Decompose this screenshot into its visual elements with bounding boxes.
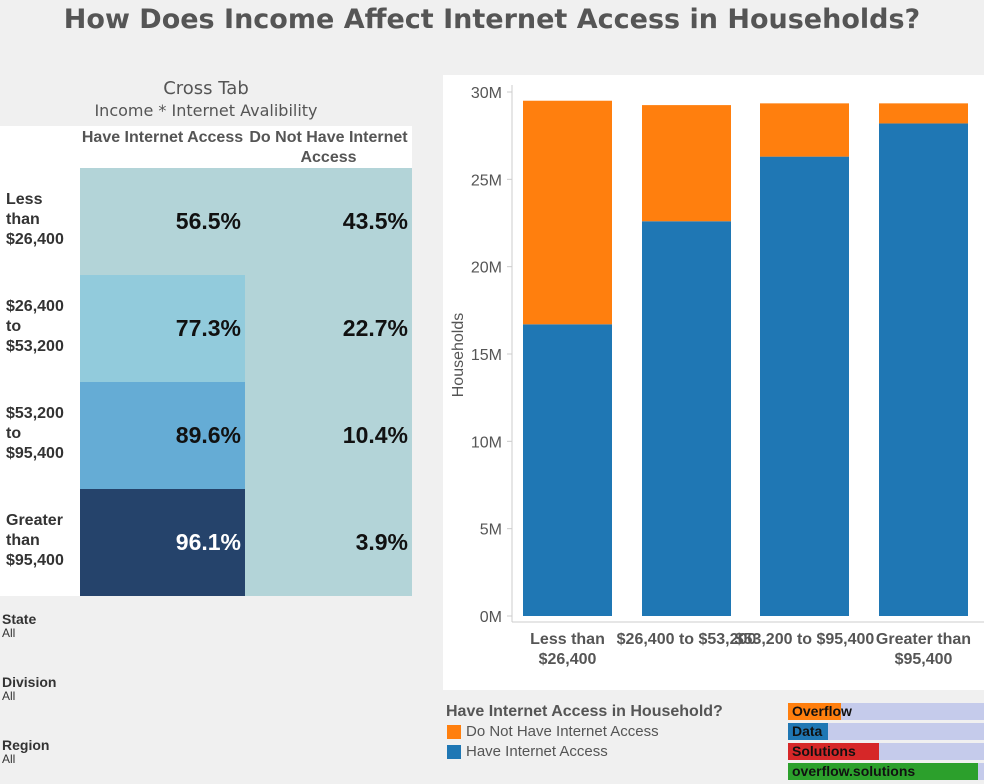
col-header-have: Have Internet Access — [81, 129, 244, 146]
cell-have: 96.1% — [80, 489, 245, 596]
cell-not: 22.7% — [245, 275, 412, 382]
filter-value[interactable]: All — [2, 689, 16, 703]
y-tick-label: 25M — [471, 172, 502, 189]
cell-have: 77.3% — [80, 275, 245, 382]
cell-have: 89.6% — [80, 382, 245, 489]
crosstab-title: Cross Tab — [163, 78, 249, 99]
bar-have-internet-access[interactable] — [879, 123, 968, 616]
y-tick-label: 0M — [480, 609, 502, 626]
cell-not: 43.5% — [245, 168, 412, 275]
legend-label-not[interactable]: Do Not Have Internet Access — [466, 723, 659, 740]
watermark-bar: Solutions — [788, 743, 880, 760]
watermark-bar: overflow.solutions — [788, 763, 978, 780]
bar-do-not-have-internet-access[interactable] — [523, 100, 612, 325]
x-tick-label: Greater than $95,400 — [876, 631, 971, 668]
row-label: Greater than $95,400 — [6, 512, 64, 569]
page-title: How Does Income Affect Internet Access i… — [63, 4, 921, 35]
y-tick-label: 5M — [480, 522, 502, 539]
bar-do-not-have-internet-access[interactable] — [879, 103, 968, 124]
x-tick-label: Less than $26,400 — [530, 631, 605, 668]
row-label: $26,400 to $53,200 — [6, 298, 64, 355]
filter-label: Region — [2, 737, 50, 753]
watermark-track — [788, 723, 984, 740]
bar-have-internet-access[interactable] — [642, 221, 731, 616]
filter-label: State — [2, 611, 37, 627]
legend-swatch-have — [447, 745, 461, 759]
bar-do-not-have-internet-access[interactable] — [760, 103, 849, 157]
bar-do-not-have-internet-access[interactable] — [642, 105, 731, 222]
watermark-bar: Overflow — [788, 703, 852, 720]
x-tick-label: $53,200 to $95,400 — [735, 631, 875, 648]
x-tick-label: $26,400 to $53,200 — [617, 631, 757, 648]
y-tick-label: 10M — [471, 434, 502, 451]
y-tick-label: 15M — [471, 347, 502, 364]
cell-have: 56.5% — [80, 168, 245, 275]
cell-not: 3.9% — [245, 489, 412, 596]
bar-chart: 0M 5M 10M 15M 20M 25M 30M Households Less than $2… — [450, 85, 984, 668]
row-label: $53,200 to $95,400 — [6, 405, 64, 462]
cell-not: 10.4% — [245, 382, 412, 489]
filter-label: Division — [2, 674, 57, 690]
bar-have-internet-access[interactable] — [523, 324, 612, 616]
watermark-bar: Data — [788, 723, 828, 740]
legend-swatch-not — [447, 725, 461, 739]
bar-have-internet-access[interactable] — [760, 156, 849, 617]
y-axis-label: Households — [450, 313, 467, 398]
filter-value[interactable]: All — [2, 626, 16, 640]
chart-panel: 0M 5M 10M 15M 20M 25M 30M Households Less than $2… — [443, 75, 984, 690]
legend-title: Have Internet Access in Household? — [446, 703, 723, 720]
col-header-not: Do Not Have Internet Access — [249, 129, 408, 166]
crosstab-subtitle: Income * Internet Avalibility — [94, 101, 318, 120]
row-label: Less than $26,400 — [6, 191, 64, 248]
legend-label-have[interactable]: Have Internet Access — [466, 743, 608, 760]
y-tick-label: 30M — [471, 85, 502, 102]
crosstab-header — [0, 126, 412, 168]
y-tick-label: 20M — [471, 260, 502, 277]
filter-value[interactable]: All — [2, 752, 16, 766]
